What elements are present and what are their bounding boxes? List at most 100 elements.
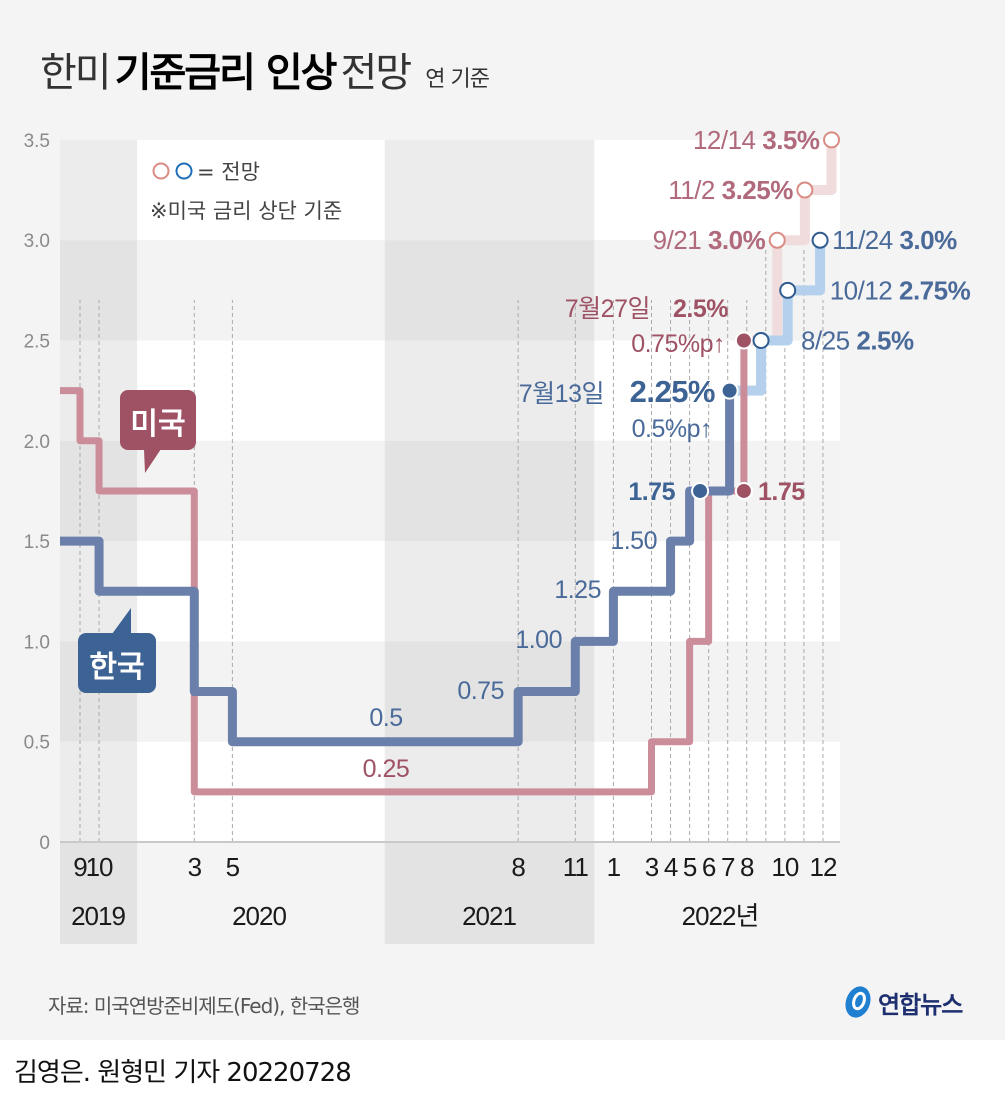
legend: = 전망 ※미국 금리 상단 기준: [138, 150, 378, 238]
projection-date: 10/12: [830, 275, 899, 305]
y-tick-label: 1.5: [24, 532, 50, 553]
callout-kr-tail: [112, 608, 131, 634]
callout-us-tail: [144, 449, 161, 473]
background-cell: [594, 641, 840, 742]
us-hike-value: 2.5%: [673, 295, 728, 323]
legend-note: ※미국 금리 상단 기준: [150, 199, 342, 223]
background-cell: [594, 340, 840, 441]
x-tick-label: 12: [809, 852, 836, 882]
legend-box: [138, 150, 378, 238]
kr-hike-annotation: 7월13일 2.25% 0.5%p↑: [519, 374, 716, 443]
projection-value: 3.0%: [708, 225, 766, 255]
callout-kr-text: 한국: [89, 650, 144, 685]
label-kr-1-00: 1.00: [515, 626, 562, 654]
y-tick-label: 0.5: [24, 733, 50, 754]
background-cell: [60, 139, 138, 241]
title-prefix: 한미: [40, 50, 112, 96]
x-tick-label: 7: [721, 852, 735, 882]
us-dot-1-75: [734, 481, 753, 500]
kr-hike-delta: 0.5%p↑: [632, 415, 712, 443]
us-hike-annotation: 7월27일 2.5% 0.75%p↑: [565, 295, 729, 358]
y-tick-label: 2.5: [24, 332, 50, 353]
y-tick-label: 2.0: [24, 432, 50, 453]
byline: 김영은. 원형민 기자 20220728: [14, 1058, 352, 1088]
plot-background: [60, 139, 840, 944]
label-kr-1-50: 1.50: [610, 527, 657, 555]
kr-projection-point: [752, 332, 770, 349]
series-markers: [691, 131, 841, 500]
year-band: [384, 842, 595, 944]
kr-rate-line: [60, 390, 735, 747]
projection-value: 3.25%: [722, 175, 794, 205]
kr-projection-line: [729, 240, 826, 396]
y-tick-label: 3.5: [24, 131, 50, 152]
title-bold: 기준금리 인상: [114, 50, 338, 96]
series-callouts: 미국 한국: [78, 390, 196, 693]
us-projection-point: [768, 231, 786, 249]
us-projection-label: 12/14 3.5%: [693, 125, 820, 155]
background-cell: [384, 139, 595, 241]
label-kr-0-75: 0.75: [457, 677, 504, 705]
background-cell: [137, 240, 385, 341]
callout-kr-box: [78, 633, 156, 693]
x-tick-label: 10: [771, 852, 798, 882]
projection-value: 3.0%: [899, 225, 957, 255]
background-cell: [384, 541, 595, 642]
projection-value: 2.5%: [856, 326, 914, 356]
kr-projection-point: [779, 281, 797, 299]
label-kr-0-5: 0.5: [369, 704, 402, 732]
callout-us: 미국: [120, 390, 196, 473]
projection-labels: 9/21 3.0% 11/2 3.25% 12/14 3.5% 8/25 2.5% 10…: [653, 125, 971, 356]
year-label: 2022년: [682, 901, 759, 931]
callout-us-box: [120, 390, 196, 450]
projection-value: 2.75%: [899, 275, 971, 305]
us-projection-label: 9/21 3.0%: [653, 225, 766, 255]
label-us-1-75: 1.75: [758, 478, 805, 506]
legend-marker-label: = 전망: [197, 160, 260, 184]
label-us-0-25: 0.25: [363, 755, 410, 783]
x-tick-label: 8: [740, 852, 754, 882]
x-tick-label: 10: [86, 852, 113, 882]
x-tick-label: 6: [702, 852, 716, 882]
x-tick-label: 5: [226, 852, 240, 882]
y-tick-label: 3.0: [24, 231, 50, 252]
kr-projection-label: 8/25 2.5%: [801, 326, 914, 356]
year-label: 2020: [232, 901, 286, 931]
x-tick-label: 3: [188, 852, 202, 882]
yonhap-logo: 연합뉴스: [842, 984, 963, 1020]
y-tick-label: 1.0: [24, 632, 50, 653]
projection-date: 8/25: [801, 326, 856, 356]
background-cell: [384, 340, 595, 441]
x-tick-label: 11: [563, 852, 589, 882]
callout-kr: 한국: [78, 608, 156, 693]
projection-date: 9/21: [653, 225, 708, 255]
kr-projection-label: 10/12 2.75%: [830, 275, 971, 305]
us-projection-marker-icon: [152, 162, 170, 180]
projection-date: 11/2: [668, 175, 721, 205]
background-cell: [60, 240, 138, 341]
background-cell: [137, 641, 385, 742]
x-tick-label: 4: [664, 852, 678, 882]
background-cell: [384, 240, 595, 341]
title-suffix: 전망: [340, 50, 413, 96]
series-lines: [60, 139, 837, 796]
y-tick-label: 0: [39, 833, 50, 854]
yonhap-globe-icon: [845, 986, 871, 1018]
label-kr-1-25: 1.25: [554, 576, 601, 604]
title-unit: 연 기준: [425, 67, 490, 92]
year-band: [60, 842, 138, 944]
projection-date: 12/14: [693, 125, 762, 155]
us-hike-date: 7월27일: [565, 295, 650, 323]
projection-value: 3.5%: [762, 125, 820, 155]
x-tick-label: 8: [511, 852, 525, 882]
label-kr-1-75: 1.75: [628, 478, 675, 506]
chart-title: 한미 기준금리 인상 전망 연 기준: [40, 40, 490, 98]
source-note: 자료: 미국연방준비제도(Fed), 한국은행: [48, 994, 360, 1018]
kr-hike-date: 7월13일: [519, 380, 604, 408]
us-projection-point: [823, 131, 841, 149]
callout-us-text: 미국: [130, 407, 185, 442]
projection-date: 11/24: [832, 225, 899, 255]
kr-dot-2-25: [720, 381, 739, 400]
